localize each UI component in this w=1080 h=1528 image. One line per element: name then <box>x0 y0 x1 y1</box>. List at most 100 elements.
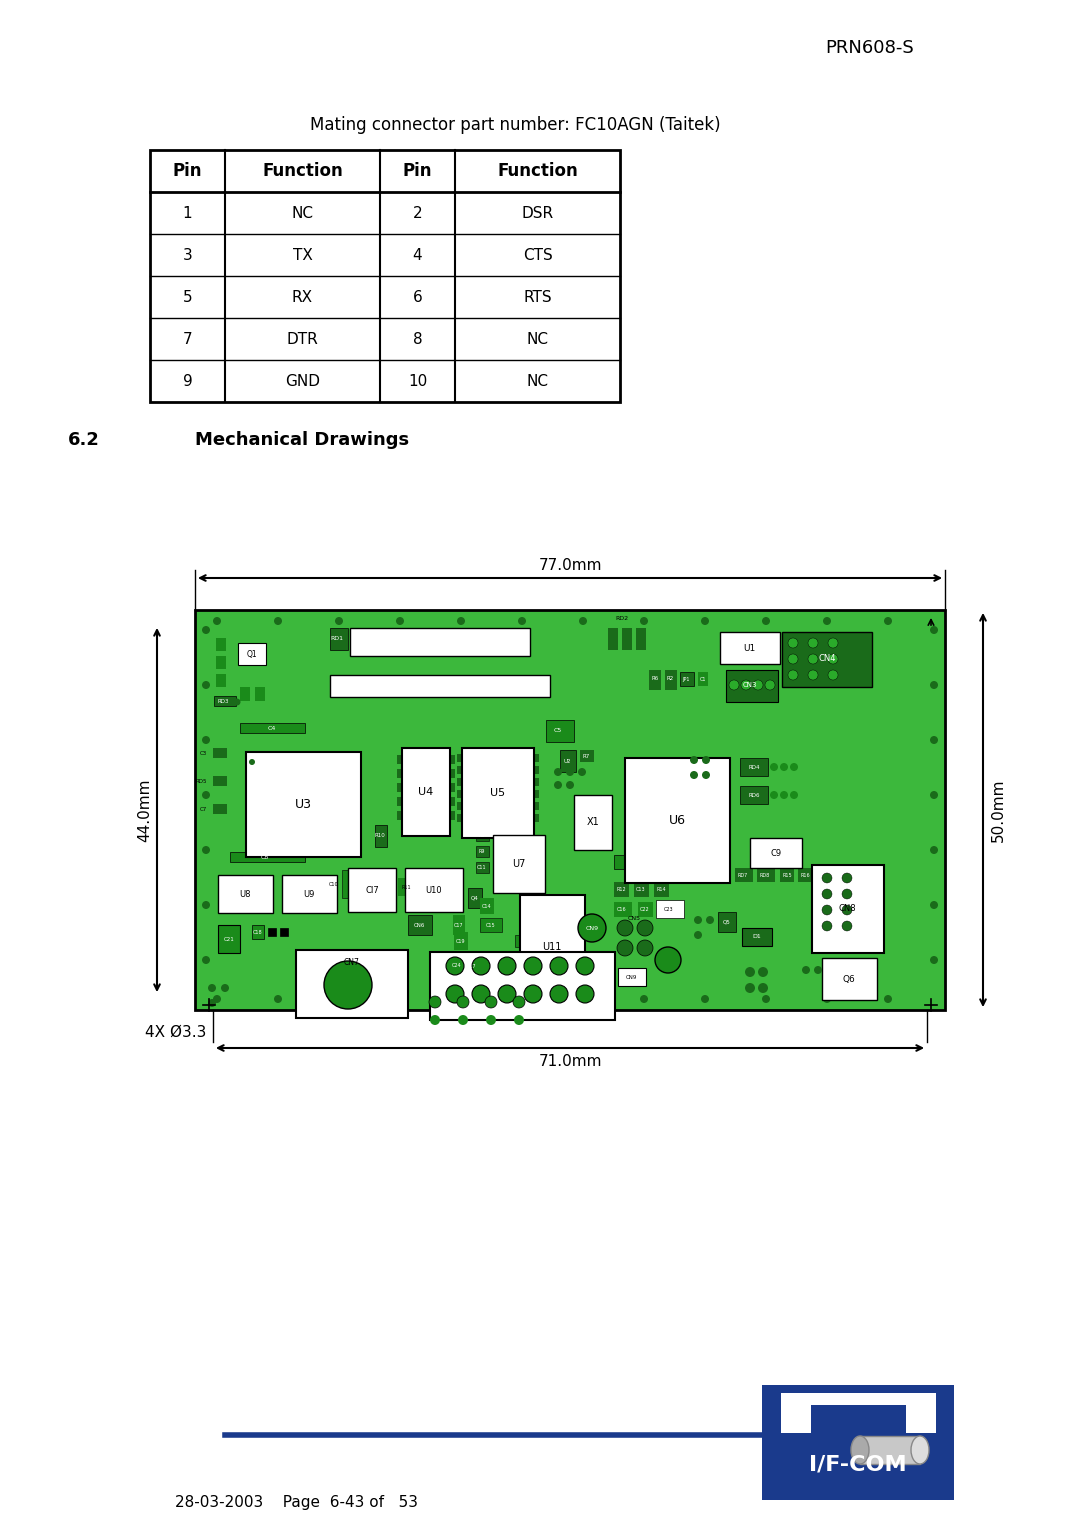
Bar <box>534 778 539 785</box>
Bar <box>634 882 649 897</box>
Circle shape <box>823 995 831 1002</box>
Circle shape <box>828 654 838 665</box>
Text: R10: R10 <box>375 833 386 837</box>
Bar <box>437 631 445 652</box>
Circle shape <box>640 995 648 1002</box>
Circle shape <box>823 617 831 625</box>
Circle shape <box>566 781 573 788</box>
Bar <box>457 790 462 798</box>
Bar <box>476 847 489 857</box>
Circle shape <box>579 617 588 625</box>
Circle shape <box>486 1015 496 1025</box>
Text: C16: C16 <box>617 906 626 912</box>
Bar <box>473 631 481 652</box>
Text: C10: C10 <box>328 882 338 886</box>
Bar <box>457 766 462 775</box>
Circle shape <box>702 772 710 779</box>
Circle shape <box>457 995 465 1002</box>
Circle shape <box>457 996 469 1008</box>
Circle shape <box>430 1015 440 1025</box>
Circle shape <box>498 986 516 1002</box>
Circle shape <box>788 669 798 680</box>
Text: C12: C12 <box>653 859 666 865</box>
Circle shape <box>202 792 210 799</box>
Bar <box>618 969 646 986</box>
Bar <box>465 952 476 979</box>
Circle shape <box>617 940 633 957</box>
Bar <box>580 750 594 762</box>
Text: R12: R12 <box>617 886 625 891</box>
Bar <box>457 778 462 785</box>
Bar <box>296 950 408 1018</box>
Text: C14: C14 <box>482 903 491 909</box>
Bar <box>413 631 421 652</box>
Bar <box>397 798 402 805</box>
Circle shape <box>513 996 525 1008</box>
Bar <box>462 749 534 837</box>
Circle shape <box>485 996 497 1008</box>
Circle shape <box>221 984 229 992</box>
Circle shape <box>753 680 762 691</box>
Circle shape <box>324 961 372 1008</box>
Text: 50.0mm: 50.0mm <box>991 778 1005 842</box>
Bar <box>240 723 305 733</box>
Circle shape <box>930 902 939 909</box>
Bar <box>450 798 455 805</box>
Text: C21: C21 <box>224 937 234 941</box>
Bar <box>476 830 489 840</box>
Bar <box>345 677 353 695</box>
Bar <box>464 677 473 695</box>
Text: NC: NC <box>527 373 549 388</box>
Circle shape <box>208 984 216 992</box>
Text: Q6: Q6 <box>842 975 855 984</box>
Text: C23: C23 <box>664 906 674 912</box>
Bar <box>356 677 365 695</box>
Circle shape <box>842 921 852 931</box>
Circle shape <box>690 756 698 764</box>
Bar <box>457 802 462 810</box>
Bar <box>615 902 632 917</box>
Text: RD3: RD3 <box>217 698 229 703</box>
Circle shape <box>808 639 818 648</box>
Bar <box>368 677 377 695</box>
Circle shape <box>930 736 939 744</box>
Text: RX: RX <box>292 289 313 304</box>
Text: U7: U7 <box>512 859 526 869</box>
Text: CN8: CN8 <box>838 903 855 912</box>
Bar <box>649 669 661 691</box>
Bar <box>454 932 468 950</box>
Text: I/F-COM: I/F-COM <box>809 1455 907 1475</box>
Text: CI7: CI7 <box>365 886 379 894</box>
Bar <box>216 656 226 669</box>
Circle shape <box>202 902 210 909</box>
Circle shape <box>202 626 210 634</box>
Text: C7: C7 <box>200 807 207 811</box>
Text: 10: 10 <box>408 373 427 388</box>
Bar <box>615 882 629 897</box>
Text: C11: C11 <box>477 865 487 869</box>
Bar <box>449 631 457 652</box>
Text: 8: 8 <box>413 332 422 347</box>
Circle shape <box>802 966 810 973</box>
Circle shape <box>701 995 708 1002</box>
Bar <box>781 1394 935 1433</box>
Bar <box>665 669 677 691</box>
Circle shape <box>518 617 526 625</box>
Text: Pin: Pin <box>403 162 432 180</box>
Text: Q5: Q5 <box>724 920 731 924</box>
Circle shape <box>930 957 939 964</box>
Text: Mechanical Drawings: Mechanical Drawings <box>195 431 409 449</box>
Text: 28-03-2003    Page  6-43 of   53: 28-03-2003 Page 6-43 of 53 <box>175 1494 418 1510</box>
Circle shape <box>579 995 588 1002</box>
Circle shape <box>498 957 516 975</box>
Bar <box>213 749 227 758</box>
Circle shape <box>202 847 210 854</box>
Text: CTS: CTS <box>523 248 552 263</box>
Text: RD8: RD8 <box>760 872 770 877</box>
Circle shape <box>637 940 653 957</box>
Bar <box>255 688 265 701</box>
Bar <box>515 935 555 947</box>
Text: C24: C24 <box>453 963 462 967</box>
Bar <box>426 631 433 652</box>
Bar <box>822 958 877 999</box>
